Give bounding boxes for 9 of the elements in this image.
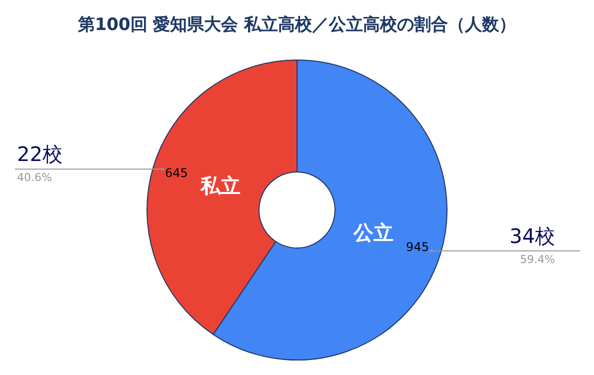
data-label: 945 <box>406 240 429 254</box>
text: 59.4% <box>520 252 555 266</box>
data-label: 645 <box>165 166 188 180</box>
text: 40.6% <box>17 171 52 184</box>
slice-label: 私立 <box>199 174 240 198</box>
chart-title: 第100回 愛知県大会 私立高校／公立高校の割合（人数） <box>76 15 516 35</box>
slice-label: 公立 <box>352 220 394 244</box>
text: 22校 <box>17 142 62 166</box>
text: 34校 <box>510 224 555 248</box>
